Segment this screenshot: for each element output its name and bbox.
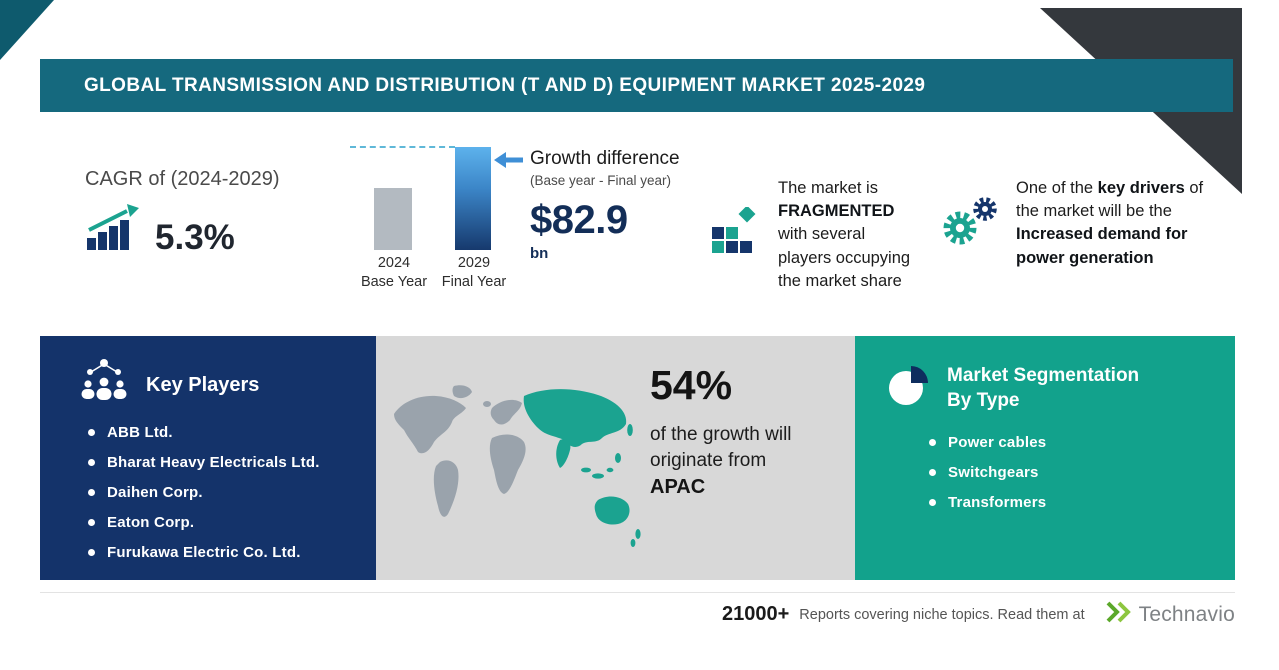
- base-final-year-chart: 2024 Base Year 2029 Final Year: [350, 140, 530, 292]
- reports-count: 21000+: [722, 603, 790, 625]
- market-structure-text: The market is FRAGMENTED with several pl…: [778, 177, 918, 294]
- key-drivers-pre: One of the: [1016, 178, 1098, 197]
- key-drivers-mid: of the market will be the: [1016, 178, 1204, 220]
- footer: 21000+ Reports covering niche topics. Re…: [722, 601, 1235, 628]
- list-item: Switchgears: [929, 464, 1046, 481]
- final-year-caption: Final Year: [441, 273, 507, 290]
- bullet-dot: [88, 519, 95, 526]
- page-title: GLOBAL TRANSMISSION AND DISTRIBUTION (T …: [84, 74, 926, 96]
- list-item: Power cables: [929, 434, 1046, 451]
- final-year-bar: [455, 147, 491, 250]
- list-item: ABB Ltd.: [88, 424, 320, 441]
- pie-chart-icon: [885, 364, 931, 415]
- key-players-icon: [78, 358, 130, 413]
- bullet-dot: [88, 459, 95, 466]
- segment-name: Transformers: [948, 494, 1047, 511]
- list-item: Daihen Corp.: [88, 484, 320, 501]
- growth-difference-value: $82.9: [530, 198, 628, 242]
- key-players-list: ABB Ltd. Bharat Heavy Electricals Ltd. D…: [88, 424, 320, 574]
- technavio-wordmark: Technavio: [1138, 602, 1235, 626]
- cagr-block: 5.3%: [85, 204, 235, 255]
- corner-triangle-decoration: [0, 0, 54, 60]
- cagr-label: CAGR of (2024-2029): [85, 168, 280, 190]
- segment-name: Power cables: [948, 434, 1047, 451]
- key-drivers-bold2: Increased demand for power generation: [1016, 225, 1188, 267]
- base-year-caption: Base Year: [360, 273, 428, 290]
- fragmented-market-icon: [710, 205, 762, 264]
- bar-growth-icon: [85, 204, 141, 255]
- technavio-logo: Technavio: [1105, 601, 1235, 628]
- bullet-dot: [88, 489, 95, 496]
- growth-dashed-line: [350, 146, 455, 148]
- arrow-left-icon: [494, 152, 524, 173]
- market-structure-pre: The market is: [778, 178, 878, 197]
- key-players-heading: Key Players: [146, 374, 260, 396]
- list-item: Furukawa Electric Co. Ltd.: [88, 544, 320, 561]
- growth-difference-title: Growth difference: [530, 148, 680, 169]
- growth-difference-subtitle: (Base year - Final year): [530, 173, 672, 188]
- segmentation-list: Power cables Switchgears Transformers: [929, 434, 1046, 524]
- final-year-label: 2029 Final Year: [434, 254, 514, 292]
- gears-icon: [942, 194, 1000, 253]
- base-year-value: 2024: [377, 255, 411, 271]
- world-map: [388, 382, 648, 559]
- key-players-header: Key Players: [78, 358, 259, 413]
- market-structure-block: The market is FRAGMENTED with several pl…: [710, 160, 922, 310]
- growth-difference-unit: bn: [530, 245, 549, 262]
- base-year-bar: [374, 188, 412, 250]
- cagr-value: 5.3%: [155, 218, 235, 257]
- bullet-dot: [929, 499, 936, 506]
- key-player-name: Daihen Corp.: [107, 484, 203, 501]
- key-players-panel: Key Players ABB Ltd. Bharat Heavy Electr…: [40, 336, 376, 580]
- apac-region-name: APAC: [650, 476, 706, 498]
- key-drivers-block: One of the key drivers of the market wil…: [942, 160, 1222, 287]
- list-item: Transformers: [929, 494, 1046, 511]
- key-drivers-bold1: key drivers: [1097, 178, 1185, 197]
- list-item: Bharat Heavy Electricals Ltd.: [88, 454, 320, 471]
- segmentation-heading: Market Segmentation By Type: [947, 365, 1140, 411]
- apac-growth-line2: originate from: [650, 450, 767, 472]
- regional-growth-panel: 54% of the growth will originate from AP…: [376, 336, 855, 580]
- apac-growth-line1: of the growth will: [650, 424, 792, 445]
- segmentation-header: Market Segmentation By Type: [885, 364, 1167, 415]
- list-item: Eaton Corp.: [88, 514, 320, 531]
- final-year-value: 2029: [457, 255, 491, 271]
- key-player-name: Bharat Heavy Electricals Ltd.: [107, 454, 320, 471]
- bullet-dot: [88, 429, 95, 436]
- header-bar: GLOBAL TRANSMISSION AND DISTRIBUTION (T …: [40, 59, 1233, 112]
- base-year-label: 2024 Base Year: [354, 254, 434, 292]
- key-player-name: Eaton Corp.: [107, 514, 195, 531]
- apac-growth-text: of the growth will originate from: [650, 422, 792, 474]
- key-drivers-text: One of the key drivers of the market wil…: [1016, 177, 1222, 271]
- market-structure-keyword: FRAGMENTED: [778, 201, 895, 220]
- technavio-chevrons-icon: [1105, 601, 1133, 628]
- bullet-dot: [929, 469, 936, 476]
- segmentation-panel: Market Segmentation By Type Power cables…: [855, 336, 1235, 580]
- key-player-name: Furukawa Electric Co. Ltd.: [107, 544, 301, 561]
- growth-difference-block: Growth difference (Base year - Final yea…: [530, 148, 720, 262]
- footer-text: Reports covering niche topics. Read them…: [799, 606, 1085, 623]
- footer-divider: [40, 592, 1235, 593]
- market-structure-post: with several players occupying the marke…: [778, 225, 911, 291]
- segment-name: Switchgears: [948, 464, 1039, 481]
- bullet-dot: [929, 439, 936, 446]
- bullet-dot: [88, 549, 95, 556]
- apac-percent: 54%: [650, 362, 733, 408]
- key-player-name: ABB Ltd.: [107, 424, 173, 441]
